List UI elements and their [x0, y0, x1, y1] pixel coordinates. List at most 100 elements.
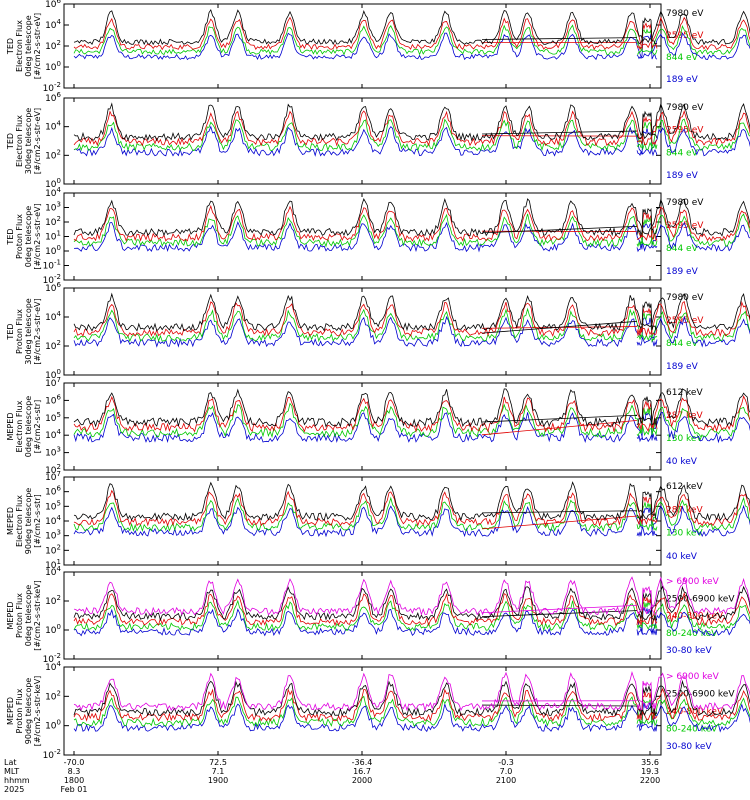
- y-tick-label: 101: [45, 230, 61, 243]
- legend-entry: 844 eV: [666, 148, 699, 158]
- y-axis-label: MEPEDElectron Flux90deg telescope[#/cm2-…: [6, 488, 42, 555]
- series-line: [636, 680, 658, 711]
- legend-entry: 7980 eV: [666, 293, 704, 303]
- series-line: [636, 507, 658, 538]
- legend-entry: 130 keV: [666, 529, 703, 539]
- series-line: [636, 17, 658, 45]
- series-gap-line: [481, 130, 638, 135]
- y-tick-label: 100: [45, 623, 61, 636]
- x-tick-label: 8.3: [68, 767, 81, 776]
- series-line: [636, 307, 658, 336]
- y-tick-label: 100: [45, 177, 61, 190]
- series-line: [636, 33, 658, 60]
- series-line: [636, 399, 658, 430]
- series-line: [73, 300, 750, 338]
- y-tick-label: 102: [45, 594, 61, 607]
- series-line: [636, 217, 658, 248]
- series-gap-line: [481, 510, 638, 514]
- y-tick-label: 100: [45, 719, 61, 732]
- y-tick-label: 106: [45, 393, 61, 406]
- series-gap-line: [481, 225, 638, 234]
- legend-entry: > 6900 keV: [666, 577, 720, 587]
- legend-entry: 130 keV: [666, 434, 703, 444]
- series-line: [636, 110, 658, 140]
- x-tick-label: 16.7: [353, 767, 371, 776]
- series-line: [73, 679, 750, 717]
- series-line: [73, 481, 750, 522]
- legend-entry: 2500-6900 keV: [666, 594, 735, 604]
- y-tick-label: 10-1: [43, 259, 61, 272]
- series-line: [636, 407, 658, 437]
- y-tick-label: 105: [45, 499, 61, 512]
- y-tick-label: 100: [45, 244, 61, 257]
- x-row-label: hhmm: [4, 776, 30, 785]
- x-tick-label: 1900: [208, 776, 228, 785]
- legend-entry: 80-240 keV: [666, 725, 718, 735]
- legend-entry: 189 eV: [666, 362, 699, 372]
- x-tick-label: -0.3: [498, 758, 514, 767]
- series-line: [73, 213, 750, 248]
- series-line: [73, 109, 750, 147]
- x-tick-label: 7.1: [212, 767, 225, 776]
- y-tick-label: 104: [45, 120, 61, 133]
- series-line: [73, 102, 750, 142]
- x-tick-label: 35.6: [641, 758, 659, 767]
- series-line: [636, 317, 658, 347]
- series-gap-line: [481, 515, 638, 530]
- y-tick-label: 102: [45, 339, 61, 352]
- series-line: [636, 22, 658, 51]
- y-tick-label: 103: [45, 529, 61, 542]
- x-tick-label: 2000: [352, 776, 372, 785]
- y-tick-label: 101: [45, 558, 61, 571]
- legend-entry: 30-80 keV: [666, 742, 712, 752]
- y-tick-label: 102: [45, 689, 61, 702]
- y-tick-label: 104: [45, 310, 61, 323]
- series-line: [636, 396, 658, 427]
- legend-entry: 80-240 keV: [666, 629, 718, 639]
- series-line: [636, 592, 658, 621]
- series-line: [73, 197, 750, 237]
- y-tick-label: 10-2: [43, 81, 61, 94]
- series-line: [73, 118, 750, 152]
- panel-frame: [63, 192, 662, 281]
- series-line: [636, 702, 658, 733]
- series-line: [73, 412, 750, 444]
- y-axis-label: TEDElectron Flux0deg telescope[#/cm2-s-s…: [6, 13, 42, 79]
- y-axis-label: MEPEDElectron Flux0deg telescope[#/cm2-s…: [6, 396, 42, 457]
- x-tick-label: 72.5: [209, 758, 227, 767]
- x-row-label: MLT: [4, 767, 19, 776]
- series-gap-line: [481, 420, 638, 436]
- y-tick-label: 104: [45, 186, 61, 199]
- y-tick-label: 102: [45, 543, 61, 556]
- series-line: [73, 388, 750, 428]
- series-line: [73, 395, 750, 433]
- y-tick-label: 104: [45, 514, 61, 527]
- series-line: [73, 32, 750, 61]
- y-tick-label: 104: [45, 428, 61, 441]
- x-tick-label: 19.3: [641, 767, 659, 776]
- legend-entry: > 6900 keV: [666, 672, 720, 682]
- series-line: [636, 502, 658, 532]
- y-tick-label: 106: [45, 281, 61, 294]
- y-axis-label: TEDProton Flux0deg telescope[#/cm2-s-str…: [6, 203, 42, 269]
- y-tick-label: 104: [45, 565, 61, 578]
- y-tick-label: 102: [45, 148, 61, 161]
- series-line: [73, 204, 750, 242]
- series-line: [73, 608, 750, 637]
- panel-frame: [63, 666, 662, 756]
- series-line: [73, 315, 750, 348]
- y-tick-label: 10-2: [43, 652, 61, 665]
- legend-entry: 30-80 keV: [666, 646, 712, 656]
- series-line: [73, 670, 750, 712]
- series-line: [73, 8, 750, 46]
- series-line: [636, 698, 658, 727]
- y-tick-label: 106: [45, 91, 61, 104]
- x-tick-label: -36.4: [352, 758, 373, 767]
- y-tick-label: 106: [45, 0, 61, 10]
- x-tick-label: 1800: [64, 776, 84, 785]
- legend-entry: 40 keV: [666, 457, 698, 467]
- y-tick-label: 102: [45, 215, 61, 228]
- legend-entry: 844 eV: [666, 339, 699, 349]
- series-gap-line: [481, 37, 638, 40]
